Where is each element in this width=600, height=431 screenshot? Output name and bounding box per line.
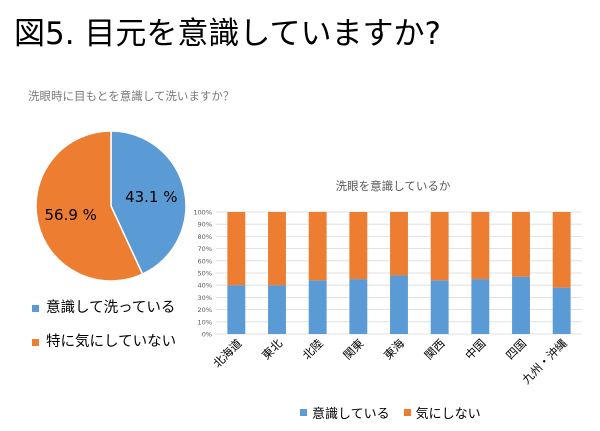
pie-legend: 意識して洗っている 特に気にしていない xyxy=(32,298,176,366)
bar-y-tick-label: 20% xyxy=(198,306,212,314)
bar-not-care-7 xyxy=(512,212,530,277)
bar-y-tick-label: 80% xyxy=(198,233,212,241)
bar-not-care-8 xyxy=(552,212,571,288)
pie-legend-swatch-not-care xyxy=(32,338,39,346)
bar-not-care-5 xyxy=(430,212,449,281)
bar-not-care-3 xyxy=(349,212,368,280)
slide-title: 図5. 目元を意識していますか? xyxy=(14,16,441,52)
bar-conscious-6 xyxy=(471,279,490,334)
bar-x-tick-label: 東海 xyxy=(381,336,408,363)
bar-legend-label-conscious: 意識している xyxy=(312,407,390,422)
bar-x-tick-label: 中国 xyxy=(462,336,488,362)
bar-legend-item-not-care: 気にしない xyxy=(403,403,481,422)
bar-not-care-2 xyxy=(308,212,327,281)
bar-conscious-7 xyxy=(512,276,530,334)
bar-conscious-8 xyxy=(552,287,571,334)
bar-y-tick-label: 90% xyxy=(198,221,212,229)
bar-not-care-1 xyxy=(268,212,286,286)
bar-y-tick-label: 10% xyxy=(198,318,212,326)
bar-x-tick-label: 関西 xyxy=(422,336,448,362)
bar-x-tick-label: 北海道 xyxy=(210,336,245,371)
bar-legend-label-not-care: 気にしない xyxy=(415,407,481,422)
pie-legend-label-conscious: 意識して洗っている xyxy=(46,300,176,316)
bar-not-care-6 xyxy=(471,212,490,280)
bar-y-tick-label: 0% xyxy=(202,331,212,339)
bar-chart-title: 洗眼を意識しているか xyxy=(336,179,451,193)
bar-legend-swatch-conscious xyxy=(300,409,307,416)
bar-x-tick-label: 東北 xyxy=(259,336,286,363)
bar-legend-swatch-not-care xyxy=(403,409,411,416)
bar-x-tick-label: 関東 xyxy=(340,336,367,363)
bar-not-care-4 xyxy=(390,212,408,276)
pie-legend-label-not-care: 特に気にしていない xyxy=(46,334,177,350)
pie-chart-title: 洗眼時に目もとを意識して洗いますか？ xyxy=(28,89,235,103)
bar-legend-item-conscious: 意識している xyxy=(300,403,390,422)
bar-series xyxy=(227,212,571,334)
pie-label-conscious: 43.1 % xyxy=(125,188,177,206)
bar-legend: 意識している 気にしない xyxy=(300,403,495,422)
bar-y-tick-label: 40% xyxy=(198,282,212,290)
bar-y-axis: 0% 10% 20% 30% 40% 50% 60% 70% 80% 90% 100% xyxy=(193,209,212,339)
pie-slice-not-care xyxy=(35,130,144,282)
pie-slice-conscious xyxy=(110,130,187,276)
bar-not-care-0 xyxy=(227,212,246,286)
bar-conscious-0 xyxy=(227,285,246,334)
bar-x-tick-label: 九州・沖縄 xyxy=(519,336,570,387)
bar-y-tick-label: 50% xyxy=(198,270,212,278)
bar-conscious-4 xyxy=(390,275,408,334)
bar-conscious-1 xyxy=(268,285,286,334)
bar-conscious-3 xyxy=(349,279,368,334)
pie-legend-item-not-care: 特に気にしていない xyxy=(32,332,176,352)
bar-y-tick-label: 70% xyxy=(198,245,212,253)
bar-conscious-2 xyxy=(308,280,327,334)
bar-y-tick-label: 30% xyxy=(198,294,212,302)
pie-label-not-care: 56.9 % xyxy=(45,206,97,224)
bar-y-tick-label: 60% xyxy=(198,257,212,265)
bar-conscious-5 xyxy=(430,280,449,334)
pie-legend-swatch-conscious xyxy=(32,304,39,312)
bar-x-tick-label: 四国 xyxy=(503,336,529,362)
bar-y-tick-label: 100% xyxy=(193,209,212,217)
bar-x-tick-label: 北陸 xyxy=(300,336,327,363)
pie-legend-item-conscious: 意識して洗っている xyxy=(32,298,176,318)
